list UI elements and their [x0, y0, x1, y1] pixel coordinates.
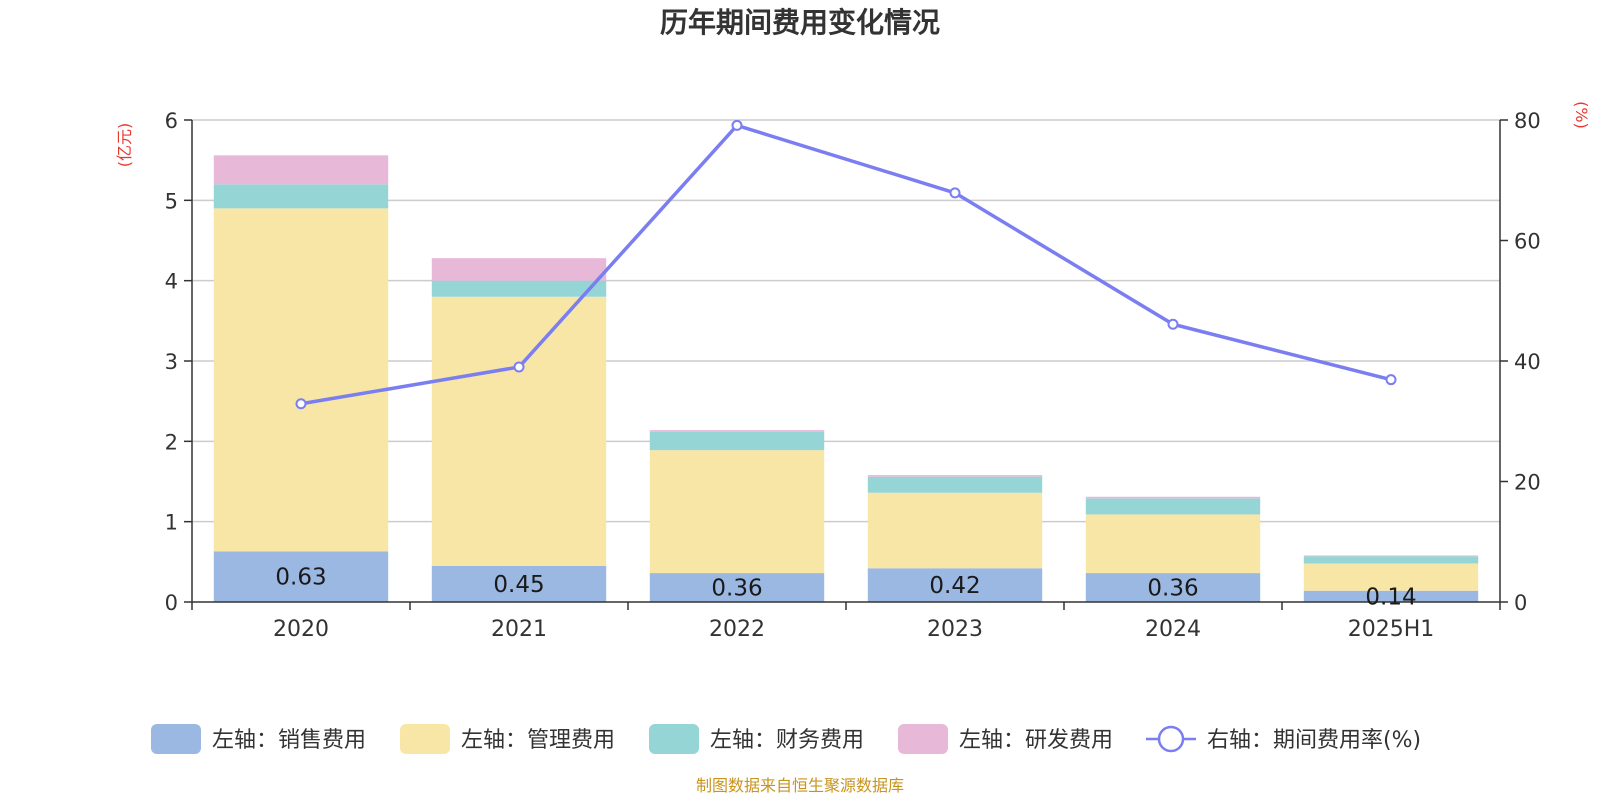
- legend-swatch: [400, 724, 450, 754]
- bar-data-label: 0.14: [1365, 584, 1416, 610]
- chart-title: 历年期间费用变化情况: [660, 6, 940, 39]
- bar-segment: [1303, 556, 1479, 564]
- rate-point: [513, 361, 525, 373]
- data-labels: 0.63 0.45 0.36 0.42 0.36 0.14: [275, 565, 1416, 611]
- left-axis-tick-label: 3: [165, 350, 178, 374]
- bar-data-label: 0.36: [711, 576, 762, 602]
- rate-point: [1385, 374, 1397, 386]
- bar-segment: [1303, 555, 1479, 557]
- legend-label: 左轴：财务费用: [710, 728, 864, 753]
- bar-segment: [867, 476, 1043, 493]
- right-axis-tick-label: 80: [1514, 109, 1541, 133]
- bar-segment: [1303, 563, 1479, 591]
- left-axis-tick-label: 0: [165, 591, 178, 615]
- rate-point: [1167, 318, 1179, 330]
- bar-segment: [213, 208, 389, 552]
- bar-segment: [1085, 496, 1261, 499]
- bar-segment: [1085, 498, 1261, 515]
- rate-point: [949, 187, 961, 199]
- right-axis-tick-label: 0: [1514, 591, 1527, 615]
- rate-point: [295, 398, 307, 410]
- legend-label: 左轴：研发费用: [959, 728, 1113, 753]
- bar-segment: [431, 280, 607, 297]
- right-axis-tick-label: 20: [1514, 471, 1541, 495]
- bar-segment: [431, 258, 607, 281]
- x-axis-tick-label: 2025H1: [1348, 617, 1435, 642]
- left-axis-tick-label: 6: [165, 109, 178, 133]
- bar-segment: [867, 475, 1043, 477]
- bar-segment: [1085, 514, 1261, 574]
- bar-segment: [213, 551, 389, 602]
- bar-segment: [1085, 573, 1261, 602]
- grid-lines: [192, 119, 1500, 523]
- bar-segment: [1303, 590, 1479, 602]
- bar-segment: [213, 184, 389, 209]
- legend-label: 左轴：销售费用: [212, 728, 366, 753]
- left-axis-tick-label: 4: [165, 270, 178, 294]
- x-axis-tick-label: 2024: [1145, 617, 1201, 642]
- left-axis-tick-label: 5: [165, 189, 178, 213]
- bar-segment: [431, 296, 607, 566]
- source-note: 制图数据来自恒生聚源数据库: [696, 776, 904, 795]
- left-axis-unit: (亿元): [115, 123, 134, 168]
- bar-segment: [213, 155, 389, 185]
- left-axis-tick-label: 1: [165, 511, 178, 535]
- x-axis-tick-label: 2023: [927, 617, 983, 642]
- bar-segment: [649, 431, 825, 451]
- legend: 左轴：销售费用 左轴：管理费用 左轴：财务费用 左轴：研发费用 右轴：期间费用率(%): [151, 724, 1421, 754]
- rate-point: [731, 119, 743, 131]
- expense-rate-line: [295, 119, 1397, 410]
- left-axis-tick-label: 2: [165, 430, 178, 454]
- x-axis-tick-label: 2021: [491, 617, 547, 642]
- right-axis-unit: (%): [1572, 101, 1591, 129]
- stacked-bars: [213, 155, 1479, 602]
- bar-segment: [649, 450, 825, 574]
- bar-data-label: 0.63: [275, 565, 326, 591]
- bar-segment: [649, 430, 825, 432]
- rate-line-path: [300, 123, 1392, 406]
- bar-data-label: 0.45: [493, 572, 544, 598]
- legend-swatch: [898, 724, 948, 754]
- bar-segment: [649, 573, 825, 602]
- bar-data-label: 0.36: [1147, 576, 1198, 602]
- legend-swatch: [151, 724, 201, 754]
- x-axis-tick-label: 2022: [709, 617, 765, 642]
- bar-data-label: 0.42: [929, 573, 980, 599]
- x-axis-tick-label: 2020: [273, 617, 329, 642]
- right-axis-tick-label: 40: [1514, 350, 1541, 374]
- legend-marker: [1157, 725, 1185, 753]
- legend-swatch: [649, 724, 699, 754]
- legend-label: 右轴：期间费用率(%): [1207, 728, 1421, 753]
- bar-segment: [867, 568, 1043, 602]
- legend-label: 左轴：管理费用: [461, 728, 615, 753]
- right-axis-tick-label: 60: [1514, 230, 1541, 254]
- bar-segment: [431, 565, 607, 602]
- bar-segment: [867, 492, 1043, 569]
